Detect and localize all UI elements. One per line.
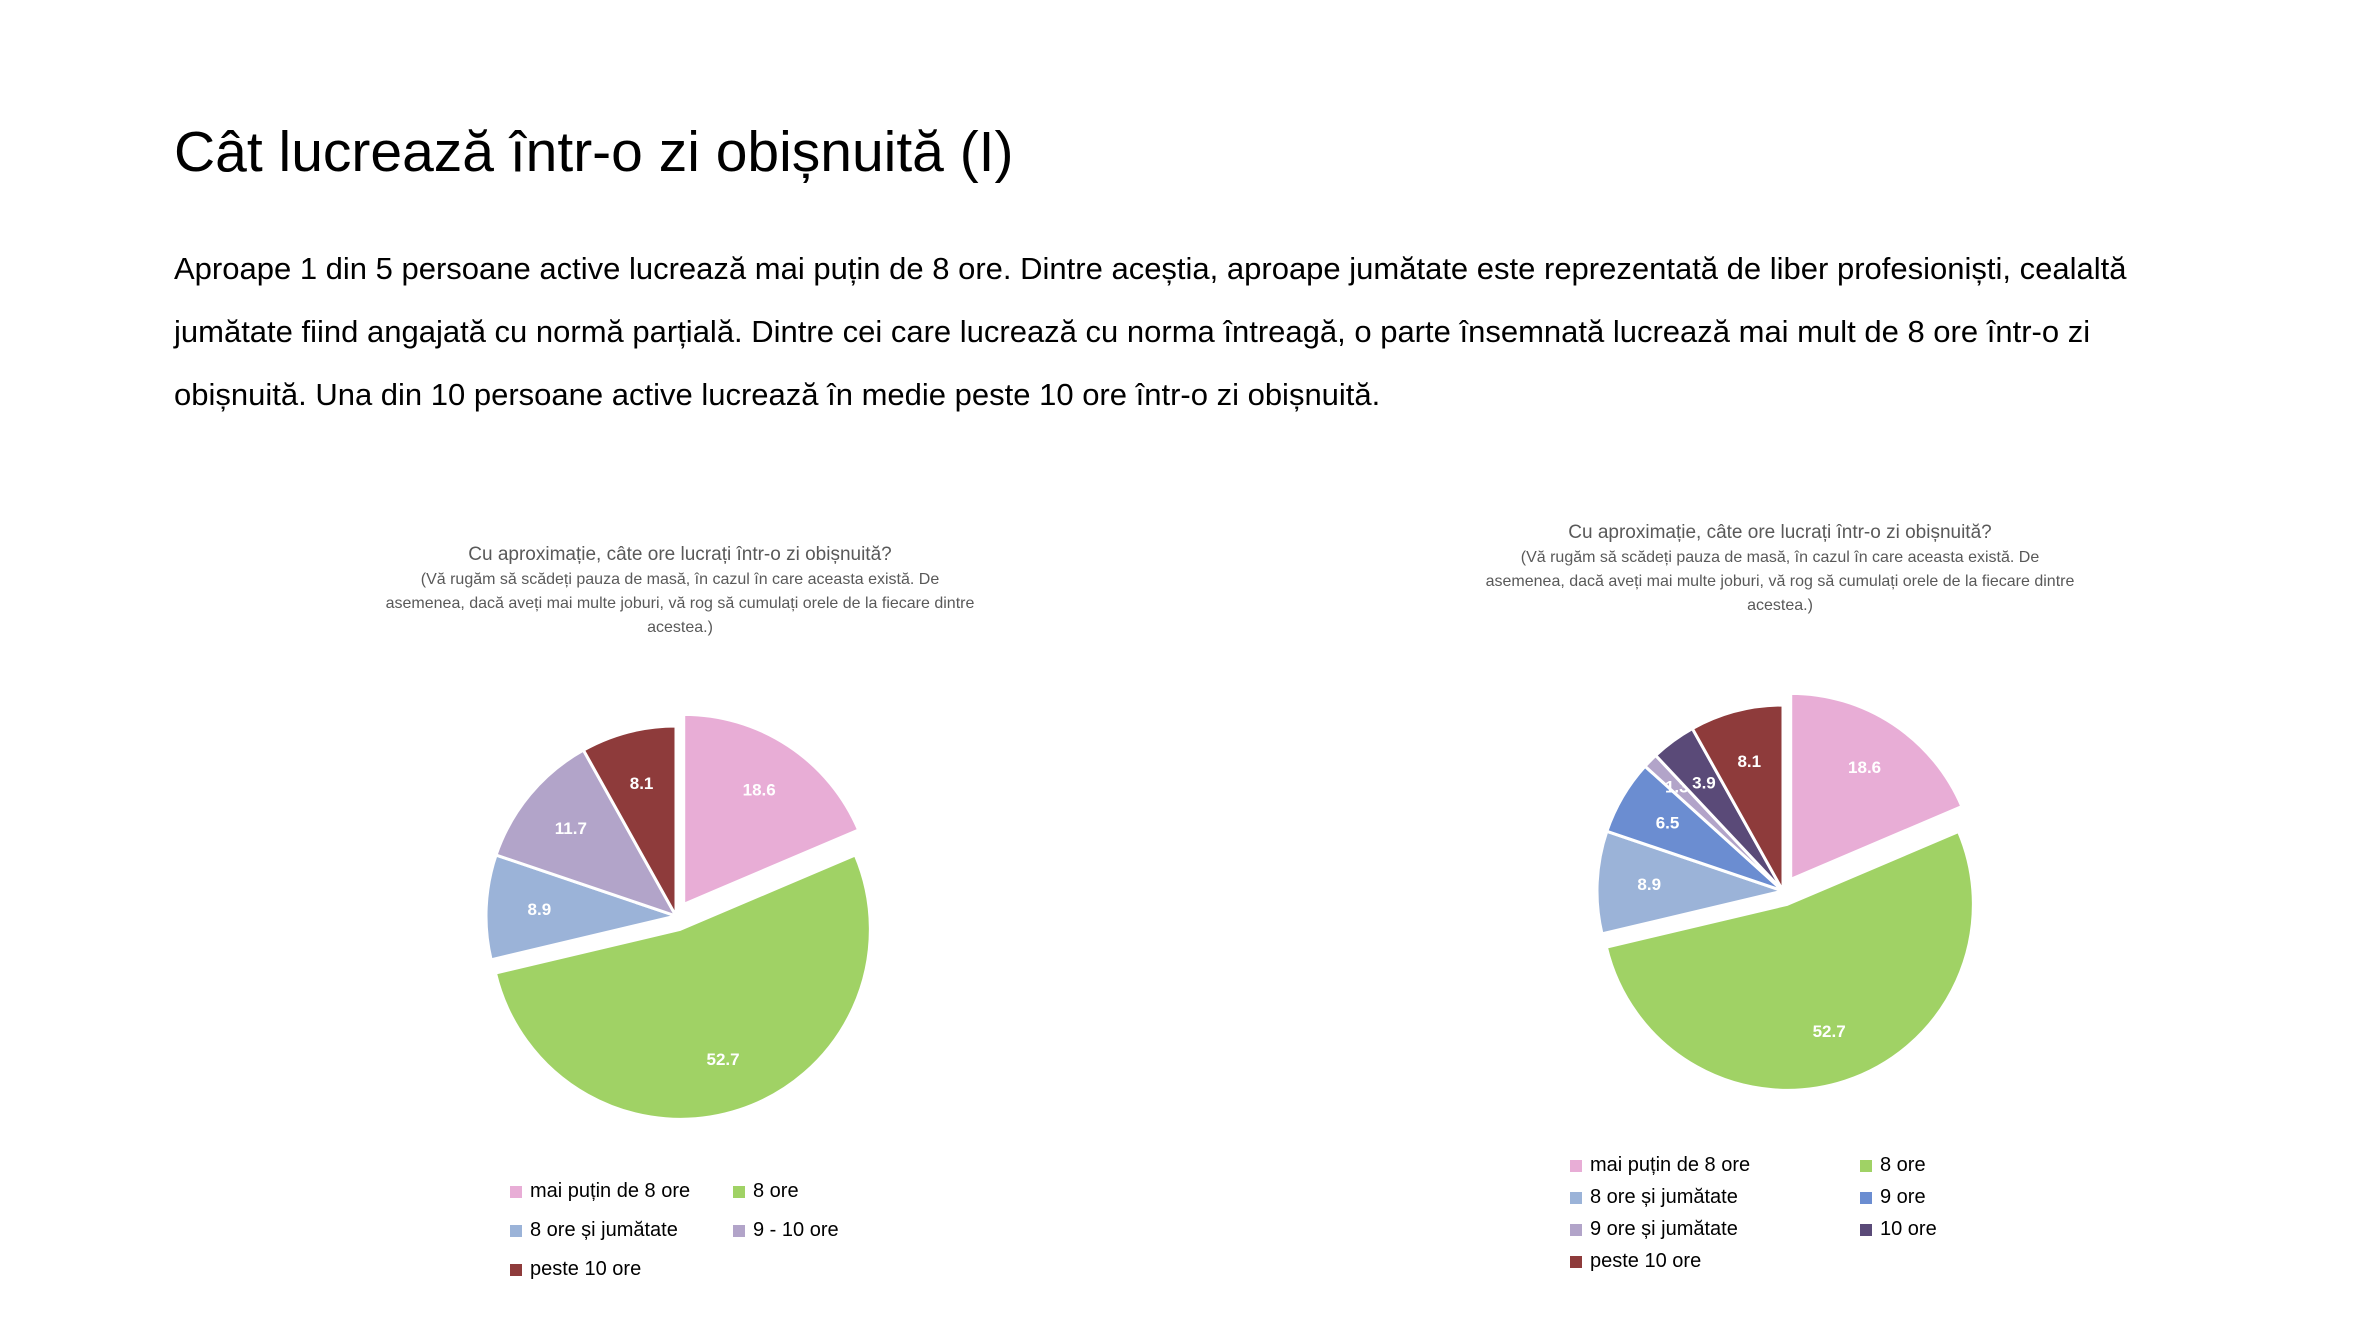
pie-slice-peste-10-ore bbox=[1690, 703, 1785, 897]
legend-swatch bbox=[1860, 1159, 1872, 1172]
chart-subtitle: (Vă rugăm să scădeți pauza de masă, în c… bbox=[1485, 549, 2075, 614]
pie-chart-right: Cu aproximație, câte ore lucrați într-o … bbox=[1470, 520, 2090, 1300]
legend-swatch bbox=[733, 1224, 745, 1237]
slide-title: Cât lucrează într-o zi obișnuită (I) bbox=[174, 120, 1014, 184]
legend-label: mai puțin de 8 ore bbox=[530, 1180, 691, 1202]
data-label-8-ore-si-jumatate: 8.9 bbox=[1637, 875, 1661, 894]
legend-swatch bbox=[510, 1185, 522, 1198]
legend-label: 9 ore bbox=[1880, 1186, 1926, 1208]
legend-label: 8 ore bbox=[1880, 1154, 1926, 1176]
legend-swatch bbox=[1570, 1223, 1582, 1236]
data-label-peste-10-ore: 8.1 bbox=[1737, 752, 1761, 771]
chart-title: Cu aproximație, câte ore lucrați într-o … bbox=[1568, 522, 1992, 543]
legend-swatch bbox=[1570, 1191, 1582, 1204]
data-label-9-10-ore: 11.7 bbox=[555, 819, 587, 838]
legend-swatch bbox=[1860, 1223, 1872, 1236]
pie-svg: 18.6 52.7 8.9 11.7 8.1 bbox=[484, 712, 872, 1121]
legend-swatch bbox=[1570, 1255, 1582, 1268]
pie-chart-left: Cu aproximație, câte ore lucrați într-o … bbox=[380, 536, 980, 1296]
legend-label: 10 ore bbox=[1880, 1218, 1937, 1240]
data-label-mai-putin-de-8-ore: 18.6 bbox=[1848, 758, 1881, 777]
pie-slice-8-ore bbox=[493, 852, 872, 1121]
legend-swatch bbox=[1570, 1159, 1582, 1172]
data-label-9-ore: 6.5 bbox=[1656, 814, 1680, 833]
data-label-10-ore: 3.9 bbox=[1692, 773, 1716, 792]
legend-item-mai-putin-de-8-ore: mai puțin de 8 ore bbox=[1570, 1154, 1750, 1177]
legend-label: peste 10 ore bbox=[530, 1258, 642, 1280]
pie-slice-mai-putin-de-8-ore bbox=[682, 712, 861, 907]
legend-label: 9 ore și jumătate bbox=[1590, 1218, 1738, 1240]
legend-label: 8 ore și jumătate bbox=[530, 1219, 678, 1241]
legend-item-9-ore: 9 ore bbox=[1860, 1186, 1926, 1209]
chart-subtitle: (Vă rugăm să scădeți pauza de masă, în c… bbox=[385, 571, 975, 636]
legend-label: 8 ore și jumătate bbox=[1590, 1186, 1738, 1208]
slide-body-text: Aproape 1 din 5 persoane active lucrează… bbox=[174, 251, 2127, 412]
chart-title-block: Cu aproximație, câte ore lucrați într-o … bbox=[380, 542, 980, 640]
chart-title-block: Cu aproximație, câte ore lucrați într-o … bbox=[1470, 520, 2090, 618]
data-label-8-ore: 52.7 bbox=[1813, 1022, 1846, 1041]
pie-slice-8-ore-si-jumatate bbox=[484, 853, 682, 962]
legend-item-mai-putin-de-8-ore: mai puțin de 8 ore bbox=[510, 1180, 690, 1203]
legend-item-8-ore-si-jumatate: 8 ore și jumătate bbox=[510, 1219, 678, 1242]
data-label-8-ore: 52.7 bbox=[707, 1050, 740, 1069]
legend-swatch bbox=[510, 1224, 522, 1237]
legend-label: peste 10 ore bbox=[1590, 1250, 1702, 1272]
data-label-mai-putin-de-8-ore: 18.6 bbox=[743, 781, 776, 800]
legend-label: 8 ore bbox=[753, 1180, 799, 1202]
legend-label: 9 - 10 ore bbox=[753, 1219, 839, 1241]
legend-label: mai puțin de 8 ore bbox=[1590, 1154, 1751, 1176]
chart-title: Cu aproximație, câte ore lucrați într-o … bbox=[468, 544, 892, 565]
legend-swatch bbox=[733, 1185, 745, 1198]
legend-swatch bbox=[510, 1263, 522, 1276]
legend-item-8-ore: 8 ore bbox=[1860, 1154, 1926, 1177]
legend-swatch bbox=[1860, 1191, 1872, 1204]
pie-slice-peste-10-ore bbox=[581, 724, 678, 922]
legend-item-peste-10-ore: peste 10 ore bbox=[1570, 1250, 1701, 1273]
pie-slice-8-ore-si-jumatate bbox=[1595, 829, 1789, 936]
pie-slice-9-10-ore bbox=[494, 748, 680, 919]
data-label-peste-10-ore: 8.1 bbox=[630, 774, 654, 793]
data-label-8-ore-si-jumatate: 8.9 bbox=[528, 900, 552, 919]
legend-item-9-10-ore: 9 - 10 ore bbox=[733, 1219, 839, 1242]
legend-item-10-ore: 10 ore bbox=[1860, 1218, 1937, 1241]
legend-item-peste-10-ore: peste 10 ore bbox=[510, 1258, 641, 1281]
pie-slice-mai-putin-de-8-ore bbox=[1789, 691, 1964, 882]
legend-item-9-ore-si-jumatate: 9 ore și jumătate bbox=[1570, 1218, 1738, 1241]
legend-item-8-ore: 8 ore bbox=[733, 1180, 799, 1203]
pie-slice-8-ore bbox=[1604, 829, 1975, 1092]
legend-item-8-ore-si-jumatate: 8 ore și jumătate bbox=[1570, 1186, 1738, 1209]
pie-svg: 18.652.78.96.51.3 3.98.1 bbox=[1595, 691, 1975, 1092]
